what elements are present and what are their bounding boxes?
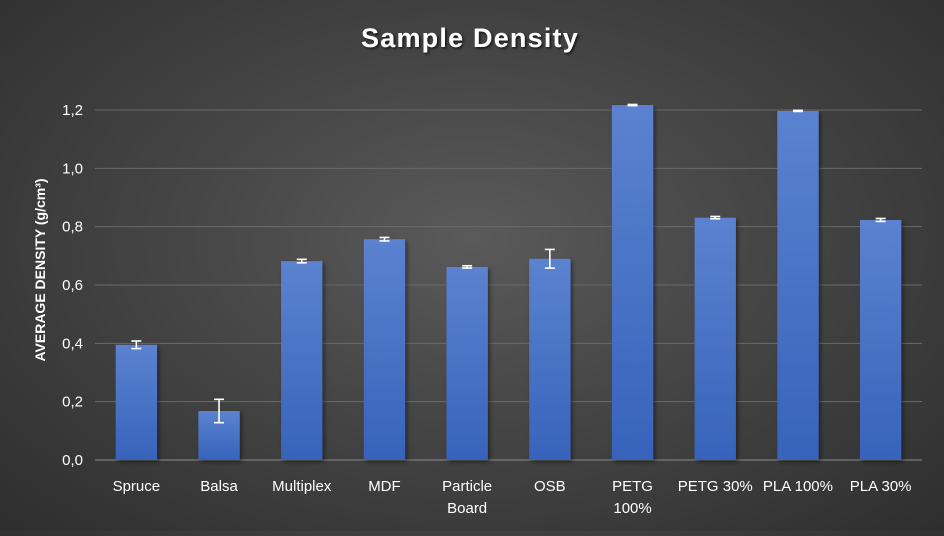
y-tick-label: 1,0 — [62, 160, 83, 177]
error-bar — [710, 215, 721, 220]
x-tick-label: PLA 100% — [763, 478, 833, 495]
x-tick-label: PETG — [612, 478, 653, 495]
error-bar — [296, 258, 307, 264]
bar — [363, 239, 406, 460]
bar — [115, 344, 158, 460]
x-tick-label: Multiplex — [272, 478, 332, 495]
bar — [281, 261, 323, 460]
error-bar — [379, 236, 390, 242]
x-tick-label: PLA 30% — [850, 478, 912, 495]
x-tick-label: OSB — [534, 478, 566, 495]
error-bars — [131, 103, 886, 424]
x-tick-label: Particle — [442, 478, 492, 495]
error-bar — [627, 103, 638, 107]
error-bar — [544, 248, 555, 269]
bar — [446, 266, 488, 460]
x-axis-ticks: Spruce Balsa Multiplex MDF Particle Board OSB P… — [113, 478, 912, 517]
bar — [859, 219, 902, 460]
x-tick-label: MDF — [368, 478, 401, 495]
error-bar — [792, 109, 803, 113]
error-bar — [131, 340, 142, 350]
bars — [115, 105, 902, 461]
bar — [777, 110, 819, 460]
y-tick-label: 0,8 — [62, 219, 83, 236]
x-tick-label: Spruce — [113, 478, 161, 495]
x-tick-label: Board — [447, 500, 487, 517]
y-tick-label: 0,2 — [62, 394, 83, 411]
bar — [611, 105, 654, 461]
y-tick-label: 0,0 — [62, 452, 83, 469]
bar — [694, 217, 736, 460]
y-tick-label: 1,2 — [62, 102, 83, 119]
x-tick-label: Balsa — [200, 478, 238, 495]
y-axis-ticks: 0,0 0,2 0,4 0,6 0,8 1,0 1,2 — [62, 102, 83, 469]
error-bar — [214, 398, 225, 424]
x-tick-label: PETG 30% — [678, 478, 753, 495]
bar — [529, 258, 571, 460]
chart-title: Sample Density — [361, 23, 579, 53]
x-tick-label: 100% — [613, 500, 651, 517]
y-tick-label: 0,4 — [62, 335, 83, 352]
y-tick-label: 0,6 — [62, 277, 83, 294]
error-bar — [462, 264, 473, 269]
gridlines — [95, 109, 922, 461]
y-axis-label: AVERAGE DENSITY (g/cm³) — [32, 178, 48, 361]
error-bar — [875, 217, 886, 223]
